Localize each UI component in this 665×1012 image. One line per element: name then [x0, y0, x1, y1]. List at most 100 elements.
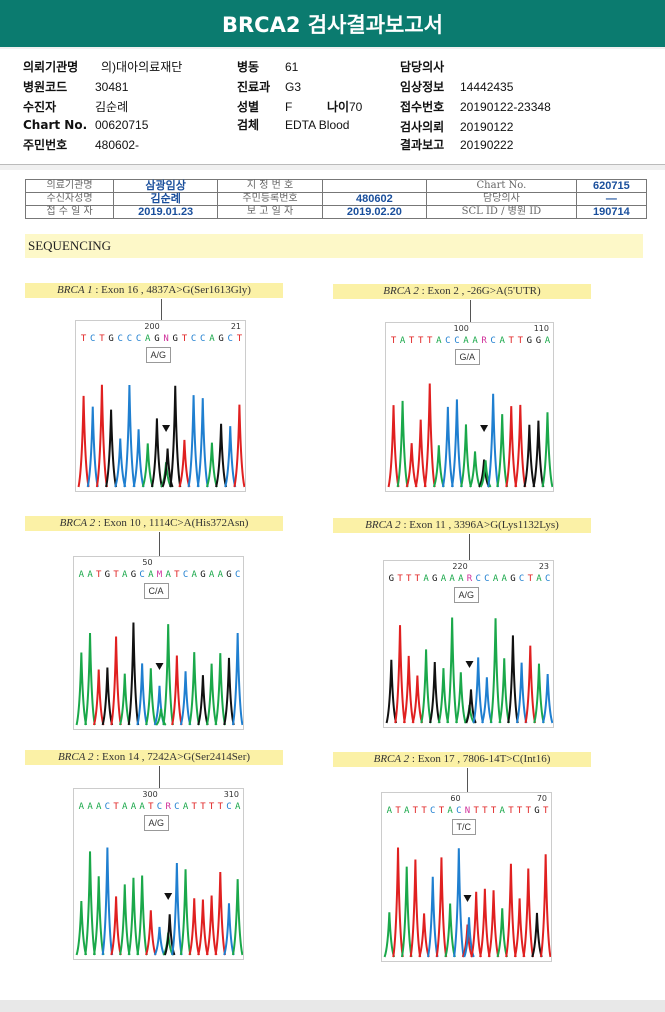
- trace-peak: [461, 924, 474, 958]
- trace-peak: [178, 439, 191, 488]
- report-date-value: 20190222: [460, 138, 514, 152]
- base-letter: A: [209, 570, 215, 580]
- label: 접수번호: [400, 100, 445, 114]
- position-label: 23: [538, 562, 549, 571]
- gene-name: BRCA 1: [57, 284, 93, 296]
- trace-peak: [400, 866, 413, 958]
- trace-peak: [114, 438, 127, 488]
- base-letter: R: [467, 574, 473, 584]
- base-letter: G: [527, 336, 532, 346]
- base-letter: C: [191, 334, 196, 344]
- base-letter: T: [528, 574, 534, 584]
- trace-peak: [187, 395, 200, 488]
- trace-peak: [119, 884, 131, 956]
- variant-marker-icon: [164, 893, 173, 900]
- base-letter: A: [218, 570, 224, 580]
- position-label: 70: [536, 794, 547, 803]
- trace-peak: [119, 673, 131, 726]
- trace-peak: [127, 622, 140, 726]
- trace-peak: [205, 663, 218, 726]
- base-letter: T: [406, 574, 412, 584]
- base-letter: C: [475, 574, 480, 584]
- trace-peak: [205, 442, 218, 488]
- trace-peak: [523, 424, 536, 488]
- base-letter: C: [136, 334, 141, 344]
- position-label: 50: [142, 558, 153, 567]
- base-call-box: A/G: [143, 815, 170, 831]
- variant-label: BRCA 2 : Exon 14 , 7242A>G(Ser2414Ser): [25, 750, 283, 765]
- patient-info-panel: 의뢰기관명 의)대아의료재단 병원코드 30481 수진자 김순례 Chart No.…: [0, 49, 665, 165]
- trace-peak: [145, 910, 157, 956]
- base-letter: C: [183, 570, 188, 580]
- base-letter: G: [226, 570, 231, 580]
- base-letter: T: [397, 574, 403, 584]
- base-letter: A: [192, 570, 198, 580]
- base-letter: T: [543, 806, 549, 816]
- base-letter: A: [122, 802, 128, 812]
- label: 주민번호: [23, 138, 68, 152]
- base-letter: A: [502, 574, 508, 584]
- base-letter: G: [200, 570, 205, 580]
- base-letter: A: [131, 802, 137, 812]
- base-letter: A: [423, 574, 429, 584]
- base-letter: A: [441, 574, 447, 584]
- trace-peak: [387, 405, 400, 488]
- base-call-box: G/A: [454, 349, 481, 365]
- base-letter: T: [99, 334, 105, 344]
- variant-label: BRCA 2 : Exon 17 , 7806-14T>C(Int16): [333, 752, 591, 767]
- trace-peak: [470, 891, 482, 958]
- trace-peak: [524, 645, 537, 724]
- trace-peak: [153, 926, 166, 956]
- variant-description: : Exon 16 , 4837A>G(Ser1613Gly): [92, 284, 251, 296]
- label: 의뢰기관명: [23, 60, 79, 74]
- variant-description: : Exon 14 , 7242A>G(Ser2414Ser): [93, 751, 251, 763]
- position-label: 60: [450, 794, 461, 803]
- trace-peak: [110, 896, 122, 956]
- position-label: 220: [452, 562, 468, 571]
- trace-peak: [402, 655, 415, 724]
- trace-peak: [481, 677, 493, 724]
- label: 결과보고: [400, 138, 445, 152]
- base-letter: G: [131, 570, 136, 580]
- trace-peak: [455, 672, 467, 724]
- base-letter: C: [139, 570, 144, 580]
- base-letter: G: [218, 334, 223, 344]
- position-label: 310: [223, 790, 239, 799]
- base-letter: A: [96, 802, 102, 812]
- trace-peak: [396, 400, 409, 488]
- cell: 보 고 일 자: [217, 205, 323, 219]
- base-letter: A: [87, 570, 93, 580]
- base-letter: T: [81, 334, 87, 344]
- cell: —: [575, 192, 648, 206]
- specimen-value: EDTA Blood: [285, 118, 350, 132]
- arrow-line: [160, 299, 162, 328]
- cell: 수신자성명: [24, 192, 115, 206]
- trace-peak: [539, 854, 551, 958]
- base-letter: G: [510, 574, 515, 584]
- trace-peak: [444, 903, 456, 958]
- base-letter: A: [235, 802, 241, 812]
- trace-peak: [446, 617, 458, 724]
- cell: 의료기관명: [24, 179, 115, 193]
- gene-name: BRCA 2: [383, 285, 419, 297]
- label: 성별: [237, 100, 260, 114]
- trace-peak: [409, 859, 422, 958]
- clinical-value: 14442435: [460, 80, 514, 94]
- base-letter: T: [209, 802, 215, 812]
- base-call-box: C/A: [143, 583, 169, 599]
- label: 검체: [237, 118, 260, 132]
- base-letter: C: [454, 336, 459, 346]
- trace-peak: [450, 399, 463, 488]
- trace-peak: [77, 395, 90, 488]
- base-letter: T: [415, 574, 421, 584]
- base-call-box: A/G: [453, 587, 480, 603]
- trace-peak: [224, 426, 237, 488]
- arrow-line: [158, 532, 160, 564]
- variant-marker-icon: [162, 425, 171, 432]
- variant-description: : Exon 11 , 3396A>G(Lys1132Lys): [400, 519, 559, 531]
